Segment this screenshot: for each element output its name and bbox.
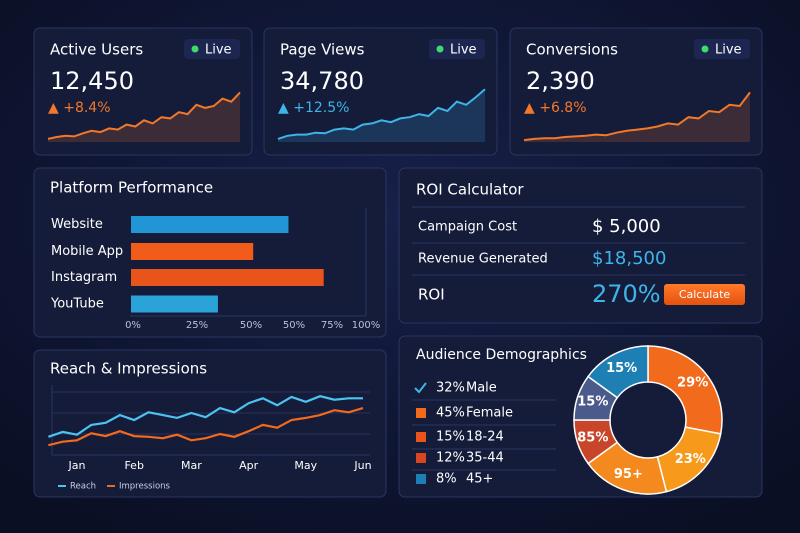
donut-segment: [647, 345, 723, 435]
status-pill: [694, 39, 750, 59]
legend-square: [416, 408, 426, 418]
y-tick-label: Instagram: [51, 270, 117, 285]
demographic-label: 35-44: [466, 451, 504, 466]
status-label: Live: [450, 43, 477, 58]
sparkline: [277, 88, 486, 140]
sparkline: [523, 91, 751, 142]
segment-label: 95+: [614, 467, 643, 482]
status-pill: [429, 39, 485, 59]
demographic-pct: 32%: [436, 381, 465, 396]
demographic-label: Male: [466, 381, 497, 396]
sparkline-area: [524, 92, 750, 142]
chart-title: Audience Demographics: [416, 347, 587, 363]
demographic-pct: 12%: [436, 451, 465, 466]
legend-square: [416, 453, 426, 463]
demographic-label: 45+: [466, 472, 493, 487]
kpi-value: 34,780: [280, 67, 364, 95]
demographic-pct: 45%: [436, 406, 465, 421]
line-series: [48, 407, 364, 447]
y-tick-label: YouTube: [50, 297, 104, 312]
kpi-card: [33, 27, 253, 156]
legend-square: [416, 432, 426, 442]
kpi-change: ▲ +8.4%: [48, 100, 111, 116]
status-label: Live: [205, 43, 232, 58]
bar: [131, 295, 218, 313]
y-tick-label: Mobile App: [51, 244, 123, 259]
demographic-label: Female: [466, 406, 513, 421]
x-tick-label: Mar: [181, 459, 202, 472]
kpi-change: ▲ +6.8%: [524, 100, 587, 116]
roi-label: ROI: [418, 286, 445, 304]
roi-label: Revenue Generated: [418, 252, 548, 267]
segment-label: 15%: [606, 361, 637, 376]
x-tick-label: Apr: [239, 459, 259, 472]
demographic-label: 18-24: [466, 430, 504, 445]
x-axis-label: 50%: [240, 320, 262, 331]
status-label: Live: [715, 43, 742, 58]
panel-title: ROI Calculator: [416, 181, 524, 199]
line-series: [48, 395, 363, 438]
roi-value: $18,500: [592, 248, 666, 269]
kpi-title: Active Users: [50, 41, 143, 59]
segment-label: 85%: [577, 430, 608, 445]
roi-value: $ 5,000: [592, 216, 661, 237]
segment-label: 29%: [677, 376, 708, 391]
roi-label: Campaign Cost: [418, 220, 517, 235]
status-dot: [191, 45, 199, 53]
bar: [131, 269, 324, 286]
segment-label: 23%: [675, 452, 706, 467]
x-tick-label: Jan: [68, 459, 86, 472]
roi-value: 270%: [592, 280, 661, 308]
x-axis-label: 25%: [186, 320, 208, 331]
x-axis-label: 50%: [283, 320, 305, 331]
kpi-value: 12,450: [50, 67, 134, 95]
sparkline-area: [48, 92, 240, 142]
status-pill: [184, 39, 240, 59]
status-dot: [436, 45, 444, 53]
x-tick-label: May: [294, 459, 317, 472]
bar: [131, 216, 289, 233]
donut-segment: [587, 345, 649, 399]
chart-title: Platform Performance: [50, 179, 213, 197]
bar: [131, 243, 254, 260]
kpi-value: 2,390: [526, 67, 595, 95]
kpi-card: [263, 27, 498, 156]
check-icon: [414, 382, 427, 394]
legend-square: [416, 474, 426, 484]
sparkline: [47, 91, 241, 140]
x-axis-label: 0%: [125, 320, 141, 331]
x-axis-label: 75%: [321, 320, 343, 331]
chart-title: Reach & Impressions: [50, 360, 207, 378]
kpi-title: Conversions: [526, 41, 618, 59]
x-tick-label: Feb: [124, 459, 143, 472]
legend-label: Reach: [70, 482, 96, 492]
legend-label: Impressions: [119, 482, 171, 492]
kpi-card: [509, 27, 763, 156]
kpi-change: ▲ +12.5%: [278, 100, 349, 116]
demographic-pct: 15%: [436, 430, 465, 445]
x-tick-label: Jun: [353, 459, 371, 472]
x-axis-label: 100%: [352, 320, 381, 331]
y-tick-label: Website: [51, 217, 103, 232]
status-dot: [701, 45, 709, 53]
sparkline-area: [278, 89, 485, 142]
segment-label: 15%: [577, 395, 608, 410]
kpi-title: Page Views: [280, 41, 365, 59]
demographic-pct: 8%: [436, 472, 457, 487]
calculate-button[interactable]: [664, 284, 745, 305]
panel: [33, 349, 387, 498]
button-label[interactable]: Calculate: [679, 288, 731, 301]
